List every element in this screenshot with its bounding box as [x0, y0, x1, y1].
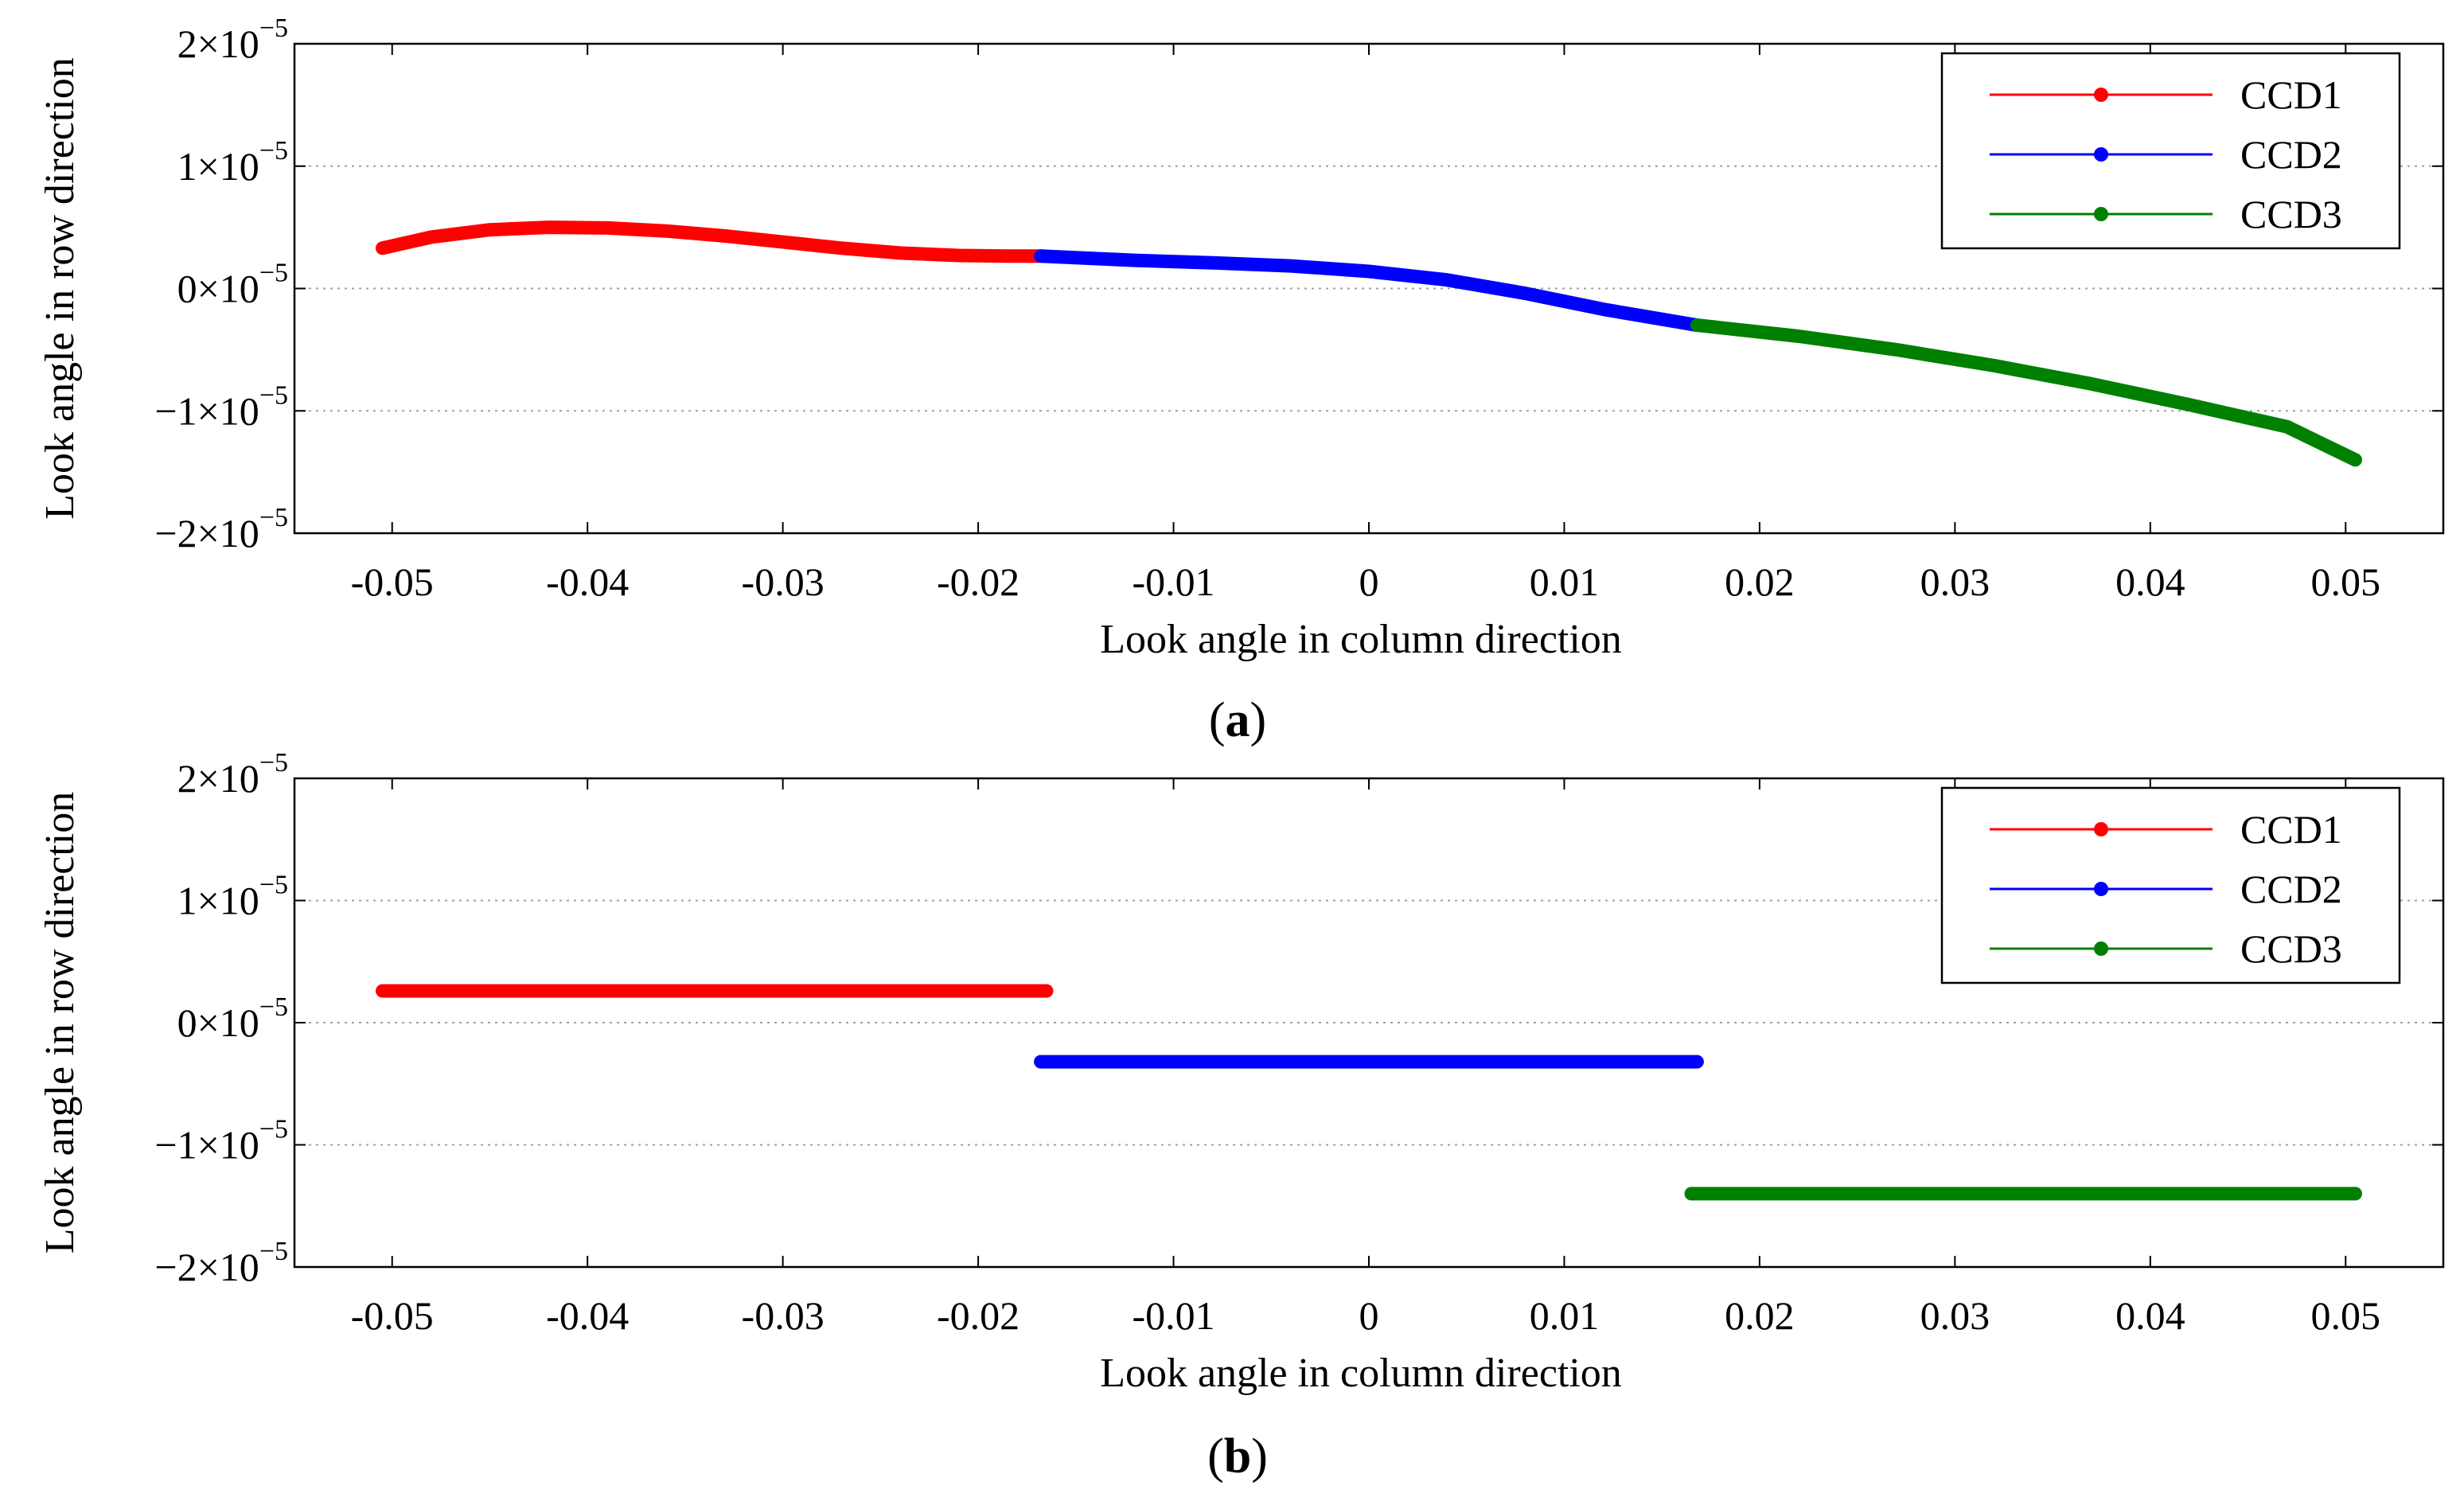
y-tick-mantissa: 1×10 — [177, 879, 259, 923]
y-axis-label: Look angle in row direction — [37, 57, 83, 520]
y-tick-exponent: −5 — [259, 748, 288, 778]
panel-caption: (b) — [1207, 1429, 1268, 1483]
y-tick-mantissa: 0×10 — [177, 267, 259, 311]
chart-panel-a: -0.05 -0.04 -0.03 -0.02 -0.01 0 0.01 0.02 0.03 0.… — [37, 14, 2445, 747]
x-tick-label: -0.01 — [1132, 559, 1214, 604]
legend-box — [1940, 52, 2401, 250]
y-tick-label: 1×10−5 — [177, 871, 288, 923]
y-tick-exponent: −5 — [259, 503, 288, 532]
y-tick-mantissa: −2×10 — [154, 511, 259, 556]
series-line-ccd3 — [1690, 318, 2362, 467]
caption-open-paren: ( — [1207, 1429, 1224, 1483]
x-tick-label: -0.03 — [742, 1293, 825, 1338]
y-tick-exponent: −5 — [259, 992, 288, 1022]
x-tick-label: 0.05 — [2311, 1293, 2381, 1338]
x-tick-label: 0.03 — [1920, 559, 1990, 604]
legend-marker-ccd1 — [2094, 822, 2108, 836]
x-tick-label: -0.04 — [546, 1293, 629, 1338]
x-tick-label: 0.03 — [1920, 1293, 1990, 1338]
y-tick-mantissa: −1×10 — [154, 1123, 259, 1168]
x-tick-label: -0.03 — [742, 559, 825, 604]
y-tick-exponent: −5 — [259, 259, 288, 288]
y-tick-label: 0×10−5 — [177, 259, 288, 311]
x-axis-label: Look angle in column direction — [1100, 1351, 1622, 1396]
legend-label-ccd1: CCD1 — [2240, 72, 2342, 117]
y-tick-exponent: −5 — [259, 380, 288, 410]
y-tick-mantissa: 2×10 — [177, 21, 259, 66]
y-tick-label: 0×10−5 — [177, 992, 288, 1045]
x-tick-label: -0.04 — [546, 559, 629, 604]
legend-label-ccd3: CCD3 — [2240, 192, 2342, 236]
y-tick-label: −1×10−5 — [154, 1115, 288, 1168]
x-tick-label: -0.02 — [937, 1293, 1020, 1338]
y-tick-exponent: −5 — [259, 14, 288, 43]
x-tick-label: 0.05 — [2311, 559, 2381, 604]
y-tick-label: 2×10−5 — [177, 14, 288, 66]
y-tick-exponent: −5 — [259, 871, 288, 900]
y-tick-label: −1×10−5 — [154, 380, 288, 433]
legend-marker-ccd3 — [2094, 207, 2108, 221]
chart-panel-b: -0.05 -0.04 -0.03 -0.02 -0.01 0 0.01 0.02 0.03 0.… — [37, 748, 2445, 1483]
legend-marker-ccd2 — [2094, 147, 2108, 162]
y-tick-label: 1×10−5 — [177, 136, 288, 189]
legend-label-ccd3: CCD3 — [2240, 926, 2342, 971]
caption-letter: b — [1224, 1429, 1251, 1483]
x-tick-label: -0.05 — [351, 1293, 434, 1338]
y-tick-exponent: −5 — [259, 1115, 288, 1144]
x-tick-label: 0 — [1359, 559, 1379, 604]
y-axis-label: Look angle in row direction — [37, 792, 83, 1254]
x-tick-label: -0.05 — [351, 559, 434, 604]
x-tick-label: 0.02 — [1725, 559, 1795, 604]
caption-letter: a — [1226, 693, 1250, 747]
x-axis-label: Look angle in column direction — [1100, 617, 1622, 662]
caption-open-paren: ( — [1209, 693, 1226, 747]
x-tick-label: -0.02 — [937, 559, 1020, 604]
legend-marker-ccd1 — [2094, 88, 2108, 102]
y-tick-exponent: −5 — [259, 1237, 288, 1266]
x-tick-label: 0.04 — [2115, 1293, 2185, 1338]
y-tick-label: 2×10−5 — [177, 748, 288, 801]
y-tick-label: −2×10−5 — [154, 1237, 288, 1289]
legend-box — [1940, 786, 2401, 984]
caption-close-paren: ) — [1250, 693, 1267, 747]
legend-marker-ccd3 — [2094, 941, 2108, 956]
y-tick-mantissa: 2×10 — [177, 756, 259, 801]
y-tick-label: −2×10−5 — [154, 503, 288, 556]
y-tick-exponent: −5 — [259, 136, 288, 166]
caption-close-paren: ) — [1251, 1429, 1268, 1483]
legend-label-ccd2: CCD2 — [2240, 867, 2342, 911]
x-tick-label: 0.01 — [1530, 559, 1600, 604]
y-tick-mantissa: 0×10 — [177, 1000, 259, 1045]
x-tick-label: 0.01 — [1530, 1293, 1600, 1338]
x-tick-label: 0 — [1359, 1293, 1379, 1338]
panel-caption: (a) — [1209, 693, 1266, 747]
series-line-ccd1 — [376, 220, 1048, 263]
legend-label-ccd1: CCD1 — [2240, 807, 2342, 852]
legend-label-ccd2: CCD2 — [2240, 132, 2342, 177]
y-tick-mantissa: −1×10 — [154, 388, 259, 433]
y-tick-mantissa: −2×10 — [154, 1245, 259, 1289]
x-tick-label: -0.01 — [1132, 1293, 1214, 1338]
x-tick-label: 0.02 — [1725, 1293, 1795, 1338]
legend-marker-ccd2 — [2094, 882, 2108, 896]
x-tick-label: 0.04 — [2115, 559, 2185, 604]
y-tick-mantissa: 1×10 — [177, 144, 259, 189]
series-line-ccd2 — [1034, 249, 1704, 333]
